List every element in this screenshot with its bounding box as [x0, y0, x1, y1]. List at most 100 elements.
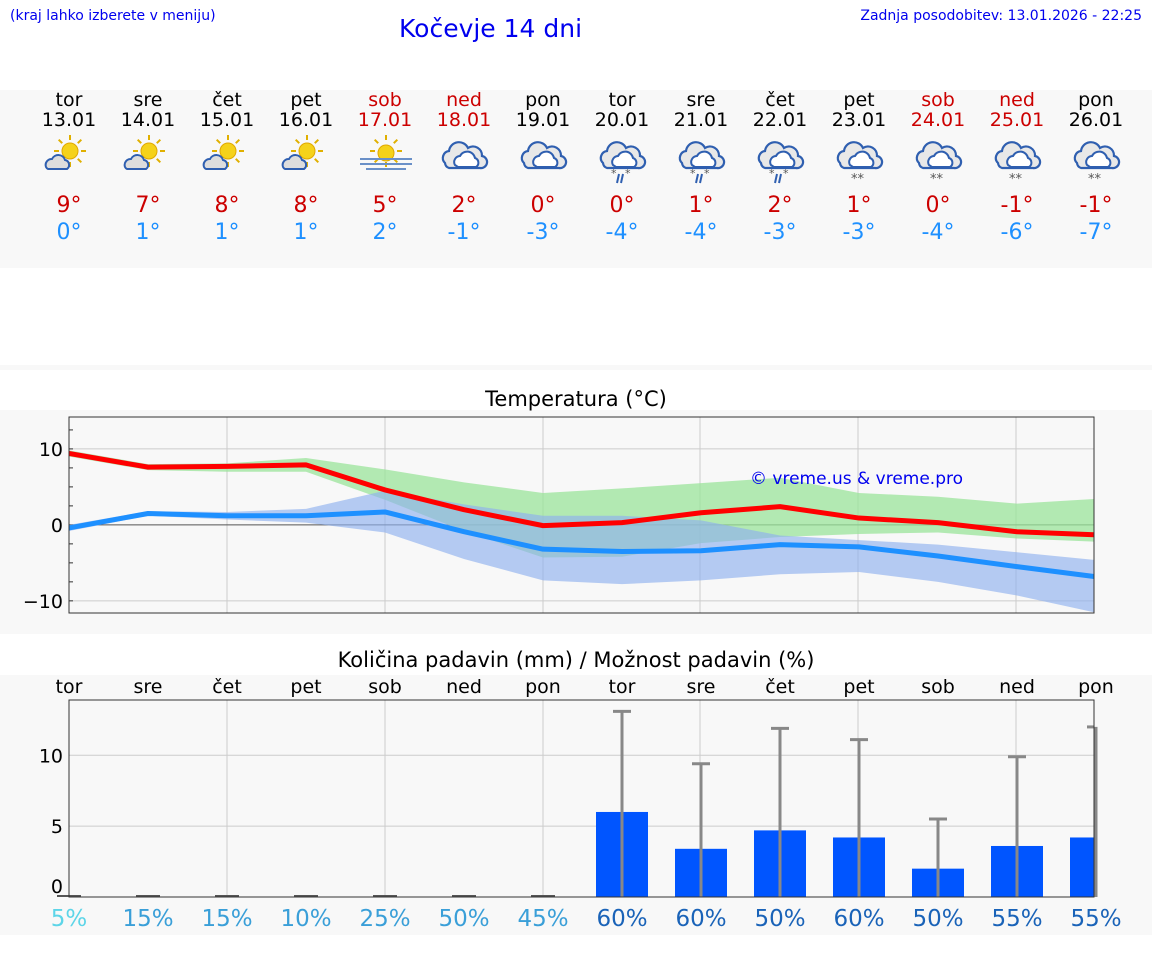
- precip-probability: 15%: [201, 906, 252, 932]
- temp-min: -4°: [921, 220, 955, 245]
- precip-probability: 50%: [912, 906, 963, 932]
- precip-probability: 55%: [991, 906, 1042, 932]
- day-date: 17.01: [357, 109, 413, 131]
- precip-probability: 60%: [675, 906, 726, 932]
- temp-min: -4°: [684, 220, 718, 245]
- sleet-icon: * *: [662, 130, 740, 190]
- watermark: © vreme.us & vreme.pro: [750, 469, 963, 489]
- precip-probability: 45%: [517, 906, 568, 932]
- day-name: čet: [212, 89, 242, 111]
- day-date: 15.01: [199, 109, 255, 131]
- sun-cloud-icon: [30, 130, 108, 190]
- day-date: 14.01: [120, 109, 176, 131]
- snow-icon: **: [899, 130, 977, 190]
- temp-max: -1°: [1000, 193, 1034, 218]
- snow-icon: **: [1057, 130, 1135, 190]
- svg-text:**: **: [1088, 172, 1102, 187]
- location-hint[interactable]: (kraj lahko izberete v meniju): [10, 8, 216, 24]
- day-date: 22.01: [752, 109, 808, 131]
- temp-line-min: [68, 509, 1095, 580]
- temp-min: -3°: [842, 220, 876, 245]
- day-column: tor 13.01 9° 0°: [30, 90, 108, 246]
- temp-max: 8°: [214, 193, 240, 218]
- day-name: sob: [921, 89, 955, 111]
- day-name: ned: [999, 89, 1035, 111]
- temp-min: -1°: [447, 220, 481, 245]
- precip-day-label: pet: [843, 676, 874, 698]
- y-tick-label: 0: [51, 876, 63, 898]
- day-column: ned 18.01 2° -1°: [425, 90, 503, 246]
- precip-probability: 15%: [122, 906, 173, 932]
- temp-max: 2°: [767, 193, 793, 218]
- svg-text:*: *: [769, 167, 775, 180]
- day-column: sob 17.01 5° 2°: [346, 90, 424, 246]
- precipitation-chart-title: Količina padavin (mm) / Možnost padavin …: [337, 648, 815, 672]
- day-name: čet: [765, 89, 795, 111]
- temp-plot-frame: [68, 416, 1095, 614]
- sleet-icon: * *: [583, 130, 661, 190]
- day-column: sre 21.01 * * 1° -4°: [662, 90, 740, 246]
- temp-min: 0°: [56, 220, 82, 245]
- precip-bar: [1070, 837, 1094, 897]
- temp-min: 1°: [214, 220, 240, 245]
- temp-min: -4°: [605, 220, 639, 245]
- day-name: ned: [446, 89, 482, 111]
- day-name: sob: [368, 89, 402, 111]
- precip-day-label: čet: [212, 676, 242, 698]
- day-date: 26.01: [1068, 109, 1124, 131]
- sun-cloud-icon: [267, 130, 345, 190]
- sun-cloud-icon: [109, 130, 187, 190]
- temp-max: -1°: [1079, 193, 1113, 218]
- day-name: pon: [1078, 89, 1114, 111]
- precip-day-label: tor: [609, 676, 636, 698]
- precip-day-label: ned: [446, 676, 482, 698]
- day-name: sre: [133, 89, 163, 111]
- temp-max: 1°: [688, 193, 714, 218]
- precip-probability: 60%: [596, 906, 647, 932]
- precip-day-label: ned: [999, 676, 1035, 698]
- divider: [0, 365, 1152, 370]
- precip-day-label: pon: [1078, 676, 1114, 698]
- day-column: pet 16.01 8° 1°: [267, 90, 345, 246]
- temp-max: 0°: [925, 193, 951, 218]
- y-tick-label: 0: [51, 515, 63, 537]
- svg-text:*: *: [611, 167, 617, 180]
- day-column: tor 20.01 * * 0° -4°: [583, 90, 661, 246]
- day-name: pet: [290, 89, 322, 111]
- day-date: 13.01: [41, 109, 97, 131]
- temp-max: 1°: [846, 193, 872, 218]
- day-column: čet 22.01 * * 2° -3°: [741, 90, 819, 246]
- precip-day-label: pon: [525, 676, 561, 698]
- day-date: 19.01: [515, 109, 571, 131]
- temp-min: -7°: [1079, 220, 1113, 245]
- cloudy-icon: [504, 130, 582, 190]
- snow-icon: **: [978, 130, 1056, 190]
- svg-text:*: *: [704, 167, 710, 180]
- precip-probability: 25%: [359, 906, 410, 932]
- daily-forecast: tor 13.01 9° 0° sre 14.01 7° 1° čet 15.01 …: [0, 90, 1152, 268]
- day-name: pet: [843, 89, 875, 111]
- last-update: Zadnja posodobitev: 13.01.2026 - 22:25: [860, 8, 1142, 24]
- day-date: 20.01: [594, 109, 650, 131]
- temp-line-max: [68, 451, 1095, 538]
- y-tick-label: 10: [39, 745, 63, 767]
- day-date: 23.01: [831, 109, 887, 131]
- day-column: čet 15.01 8° 1°: [188, 90, 266, 246]
- precip-probability: 5%: [51, 906, 88, 932]
- day-name: tor: [55, 89, 83, 111]
- precip-plot-frame: [68, 699, 1095, 898]
- temp-min: -3°: [526, 220, 560, 245]
- temp-min: -3°: [763, 220, 797, 245]
- y-tick-label: 5: [51, 816, 63, 838]
- temperature-chart-title: Temperatura (°C): [485, 387, 667, 411]
- day-column: pon 26.01 ** -1° -7°: [1057, 90, 1135, 246]
- temp-range-band-max-range: [69, 450, 1094, 558]
- precip-plot-area: [69, 700, 1094, 897]
- sun-cloud-icon: [188, 130, 266, 190]
- day-name: pon: [525, 89, 561, 111]
- precip-probability: 10%: [280, 906, 331, 932]
- day-name: sre: [686, 89, 716, 111]
- cloudy-icon: [425, 130, 503, 190]
- day-date: 18.01: [436, 109, 492, 131]
